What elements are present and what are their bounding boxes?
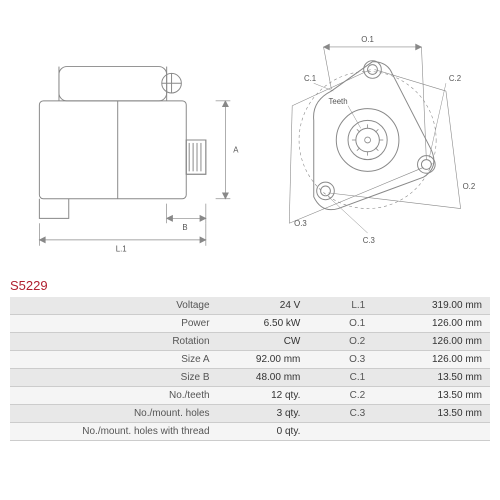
spec-label: No./mount. holes <box>10 405 218 423</box>
spec-value2: 126.00 mm <box>373 333 490 351</box>
spec-label2: O.3 <box>308 351 373 369</box>
dim-label-c1: C.1 <box>304 74 316 83</box>
spec-value: 48.00 mm <box>218 369 309 387</box>
table-row: No./teeth12 qty.C.213.50 mm <box>10 387 490 405</box>
spec-value2: 13.50 mm <box>373 387 490 405</box>
spec-label2: O.1 <box>308 315 373 333</box>
dim-label-a: A <box>233 146 239 155</box>
spec-label: No./mount. holes with thread <box>10 423 218 441</box>
spec-label2: C.1 <box>308 369 373 387</box>
spec-value: 92.00 mm <box>218 351 309 369</box>
table-row: Voltage24 VL.1319.00 mm <box>10 297 490 315</box>
spec-table: Voltage24 VL.1319.00 mmPower6.50 kWO.112… <box>10 297 490 441</box>
spec-label2: C.3 <box>308 405 373 423</box>
dim-label-l1: L.1 <box>116 245 127 254</box>
spec-label: Size A <box>10 351 218 369</box>
spec-label: Power <box>10 315 218 333</box>
spec-value: 0 qty. <box>218 423 309 441</box>
spec-value2: 319.00 mm <box>373 297 490 315</box>
table-row: Size A92.00 mmO.3126.00 mm <box>10 351 490 369</box>
spec-value2: 126.00 mm <box>373 351 490 369</box>
side-view-diagram: A B L.1 <box>10 10 245 270</box>
teeth-label: Teeth <box>328 97 347 106</box>
diagrams-container: A B L.1 <box>10 10 490 270</box>
table-row: RotationCWO.2126.00 mm <box>10 333 490 351</box>
spec-value: 24 V <box>218 297 309 315</box>
table-row: No./mount. holes3 qty.C.313.50 mm <box>10 405 490 423</box>
spec-label: Rotation <box>10 333 218 351</box>
spec-label: Voltage <box>10 297 218 315</box>
table-row: Power6.50 kWO.1126.00 mm <box>10 315 490 333</box>
spec-label: Size B <box>10 369 218 387</box>
dim-label-b: B <box>182 223 187 232</box>
dim-label-c3: C.3 <box>363 236 376 245</box>
spec-label: No./teeth <box>10 387 218 405</box>
spec-label2: C.2 <box>308 387 373 405</box>
part-number: S5229 <box>10 278 490 293</box>
spec-label2: L.1 <box>308 297 373 315</box>
spec-value2: 126.00 mm <box>373 315 490 333</box>
table-row: Size B48.00 mmC.113.50 mm <box>10 369 490 387</box>
spec-value2: 13.50 mm <box>373 405 490 423</box>
spec-value: CW <box>218 333 309 351</box>
spec-value: 6.50 kW <box>218 315 309 333</box>
dim-label-o1: O.1 <box>361 35 374 44</box>
front-view-diagram: O.1 O.2 O.3 C.1 C.2 C.3 <box>255 10 490 270</box>
spec-label2 <box>308 423 373 441</box>
spec-value2: 13.50 mm <box>373 369 490 387</box>
dim-label-o3: O.3 <box>294 219 307 228</box>
spec-value: 3 qty. <box>218 405 309 423</box>
dim-label-c2: C.2 <box>449 74 461 83</box>
dim-label-o2: O.2 <box>463 182 476 191</box>
spec-label2: O.2 <box>308 333 373 351</box>
table-row: No./mount. holes with thread0 qty. <box>10 423 490 441</box>
spec-value: 12 qty. <box>218 387 309 405</box>
spec-value2 <box>373 423 490 441</box>
